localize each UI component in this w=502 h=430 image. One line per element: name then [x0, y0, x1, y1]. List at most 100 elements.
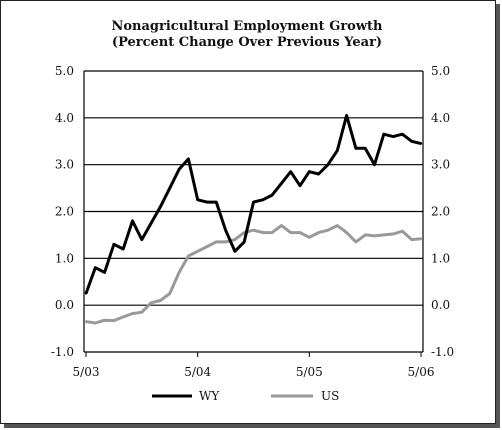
data-point-wy [401, 133, 404, 136]
data-point-wy [112, 243, 116, 246]
data-point-wy [122, 247, 125, 251]
y-tick-label-right: 2.0 [431, 205, 450, 219]
y-tick-label-right: 0.0 [431, 298, 450, 312]
data-point-us [149, 301, 153, 305]
x-axis-ticks: 5/03 5/04 5/05 5/06 [73, 352, 435, 379]
data-point-wy [336, 149, 339, 152]
data-point-us [326, 229, 330, 232]
data-point-wy [159, 205, 162, 209]
data-point-wy [187, 157, 190, 161]
data-point-wy [196, 198, 199, 201]
data-point-us [103, 318, 106, 322]
data-point-wy [84, 292, 88, 295]
data-point-wy [298, 184, 302, 187]
data-point-wy [373, 163, 376, 166]
chart-subtitle: (Percent Change Over Previous Year) [112, 35, 382, 50]
data-point-us [345, 231, 348, 234]
data-point-us [122, 315, 125, 319]
y-tick-label-left: 4.0 [55, 111, 74, 125]
y-tick-label-right: 3.0 [431, 158, 450, 172]
data-point-wy [205, 200, 209, 204]
data-point-us [289, 231, 292, 234]
data-point-us [280, 224, 283, 227]
data-point-wy [261, 198, 265, 201]
data-point-us [112, 319, 116, 322]
data-point-wy [410, 140, 413, 143]
data-point-us [363, 233, 367, 237]
data-point-us [373, 234, 376, 238]
data-point-wy [345, 114, 348, 117]
y-tick-label-right: 1.0 [431, 251, 450, 265]
data-point-us [224, 240, 227, 244]
y-tick-label-left: -1.0 [51, 345, 74, 359]
y-tick-label-left: 2.0 [55, 205, 74, 219]
data-point-wy [391, 135, 395, 138]
legend-label-wy: WY [199, 389, 220, 403]
data-point-us [196, 250, 199, 253]
data-point-us [187, 254, 190, 258]
data-point-wy [131, 219, 134, 223]
data-point-wy [242, 240, 246, 244]
data-point-wy [280, 182, 283, 185]
data-point-us [168, 292, 171, 295]
y-tick-label-left: 3.0 [55, 158, 74, 172]
x-tick-label: 5/04 [184, 365, 211, 379]
data-point-us [205, 245, 209, 248]
data-point-wy [317, 172, 320, 176]
y-tick-label-left: 0.0 [55, 298, 74, 312]
data-point-us [336, 224, 339, 227]
legend-label-us: US [321, 389, 339, 403]
data-point-wy [363, 147, 367, 150]
y-axis-left-ticks: 5.0 4.0 3.0 2.0 1.0 0.0 -1.0 [51, 64, 74, 359]
data-point-wy [140, 238, 144, 241]
data-point-us [215, 240, 218, 244]
data-point-us [298, 231, 302, 234]
y-tick-label-left: 5.0 [55, 64, 74, 78]
data-point-wy [382, 133, 385, 136]
data-point-us [233, 238, 237, 241]
series-line-us [85, 224, 422, 325]
data-point-us [308, 236, 311, 239]
y-tick-label-right: -1.0 [431, 345, 454, 359]
data-point-us [261, 231, 265, 234]
data-point-wy [270, 193, 274, 197]
series-lines [84, 114, 423, 325]
axes [83, 71, 424, 353]
data-point-us [131, 312, 134, 315]
data-point-us [410, 238, 413, 241]
series-line-wy [84, 114, 422, 295]
data-point-wy [354, 147, 358, 150]
data-point-us [354, 240, 358, 244]
data-point-us [419, 237, 423, 240]
y-tick-label-right: 4.0 [431, 111, 450, 125]
data-point-us [270, 231, 274, 234]
x-tick-label: 5/05 [296, 365, 323, 379]
data-point-us [252, 229, 255, 232]
data-point-us [84, 320, 88, 323]
x-tick-label: 5/06 [408, 365, 435, 379]
y-tick-label-left: 1.0 [55, 251, 74, 265]
data-point-us [159, 299, 162, 302]
chart-title: Nonagricultural Employment Growth [111, 19, 383, 34]
data-point-wy [215, 200, 218, 204]
data-point-us [401, 229, 404, 233]
data-point-wy [233, 250, 237, 253]
legend: WY US [152, 389, 339, 403]
data-point-wy [326, 163, 330, 166]
x-tick-label: 5/03 [73, 365, 100, 379]
data-point-wy [308, 170, 311, 173]
data-point-wy [94, 266, 97, 269]
data-point-wy [419, 142, 423, 145]
data-point-wy [149, 222, 153, 225]
data-point-us [317, 231, 320, 234]
data-point-wy [168, 186, 171, 190]
gridlines [84, 70, 423, 306]
data-point-wy [224, 229, 227, 232]
data-point-us [391, 232, 395, 236]
data-point-wy [289, 170, 292, 173]
y-axis-right-ticks: 5.0 4.0 3.0 2.0 1.0 0.0 -1.0 [431, 64, 454, 359]
y-tick-label-right: 5.0 [431, 64, 450, 78]
data-point-wy [103, 271, 106, 274]
data-point-us [177, 271, 181, 274]
